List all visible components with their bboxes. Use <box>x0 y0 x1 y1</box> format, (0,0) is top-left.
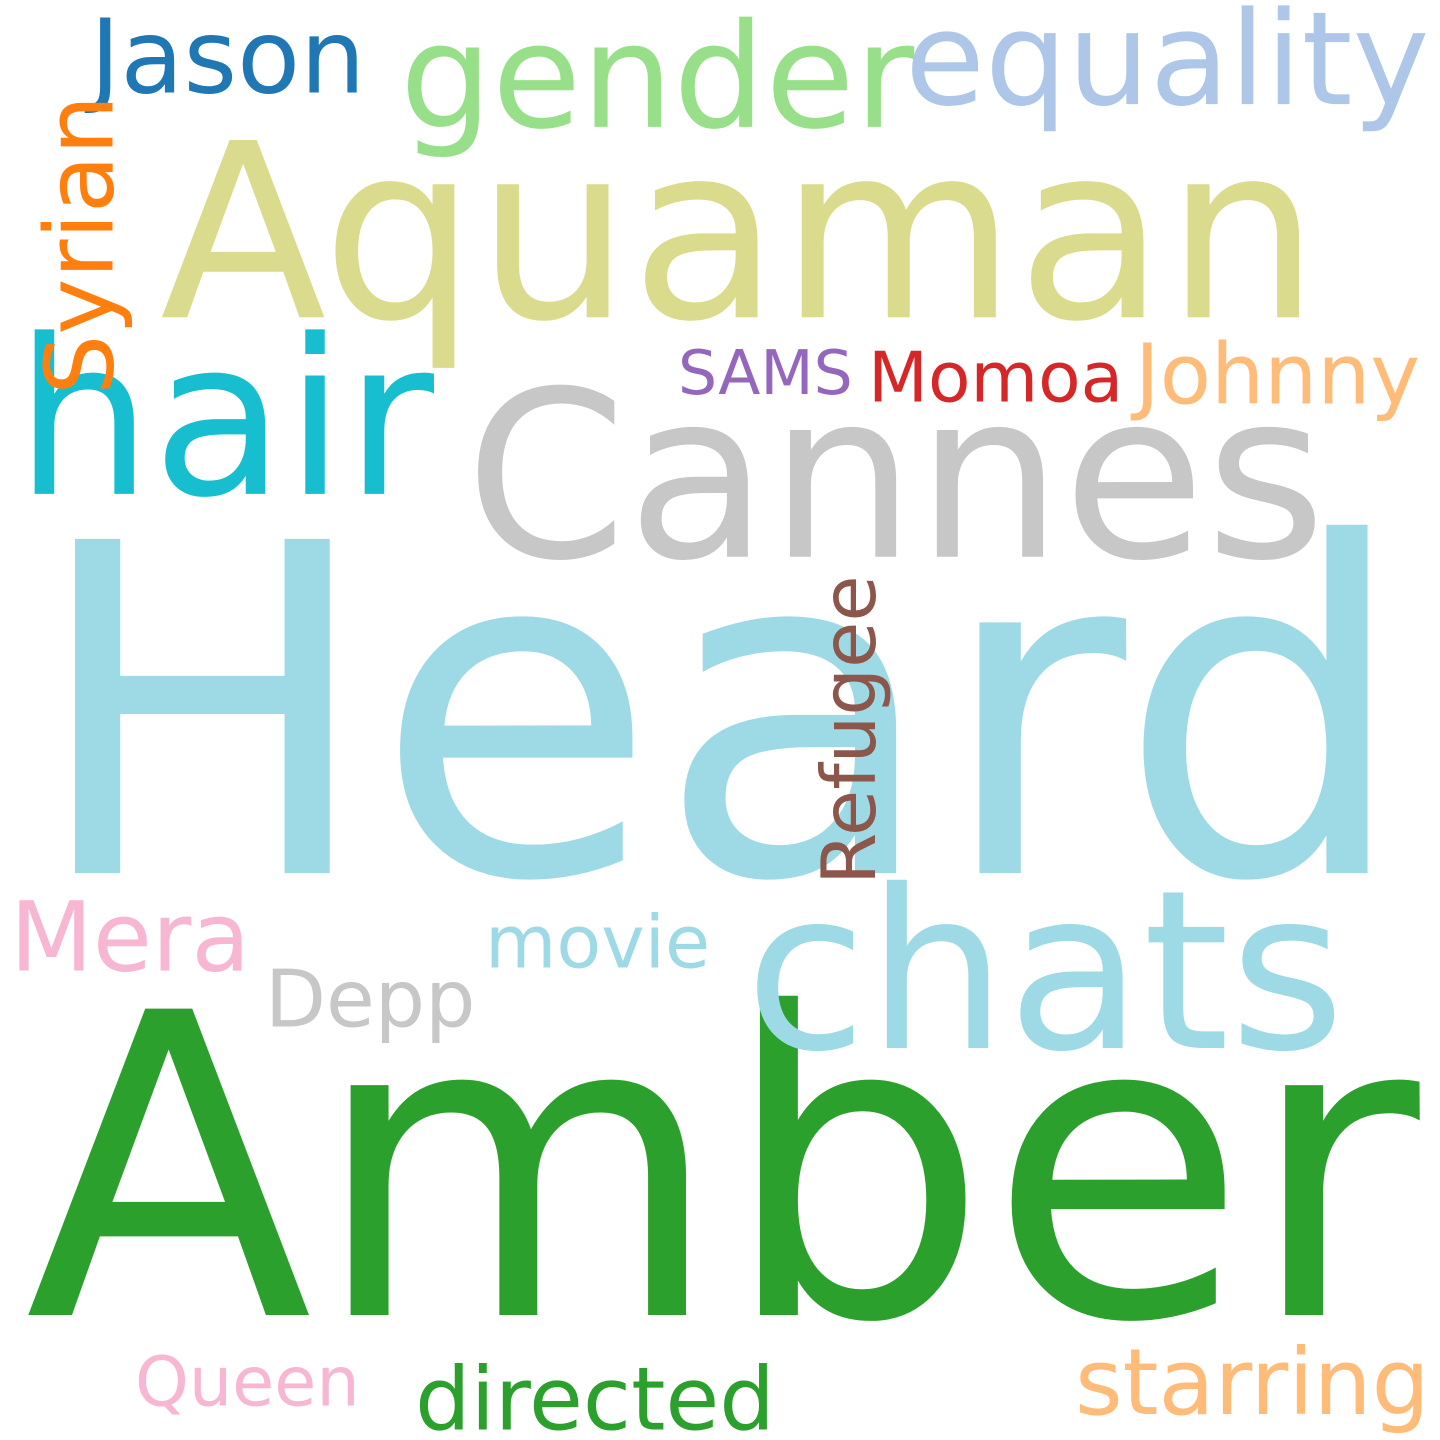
word-equality: equality <box>905 0 1430 136</box>
word-amber: Amber <box>25 924 1420 1417</box>
word-depp: Depp <box>265 953 476 1046</box>
word-movie: movie <box>485 899 711 985</box>
word-hair: hair <box>15 292 435 546</box>
word-johnny: Johnny <box>1135 325 1420 424</box>
word-refugee: Refugee <box>805 575 894 885</box>
word-momoa: Momoa <box>868 336 1124 418</box>
word-jason: Jason <box>90 0 366 118</box>
word-directed: directed <box>415 1348 775 1440</box>
word-cannes: Cannes <box>465 340 1327 612</box>
word-syrian: Syrian <box>23 94 136 395</box>
word-chats: chats <box>745 841 1345 1101</box>
word-mera: Mera <box>10 880 251 994</box>
word-aquaman: Aquaman <box>160 91 1320 377</box>
word-queen: Queen <box>135 1342 360 1423</box>
word-heard: Heard <box>30 446 1410 984</box>
word-sams: SAMS <box>678 336 853 409</box>
word-starring: starring <box>1075 1328 1430 1436</box>
word-gender: gender <box>400 0 915 162</box>
